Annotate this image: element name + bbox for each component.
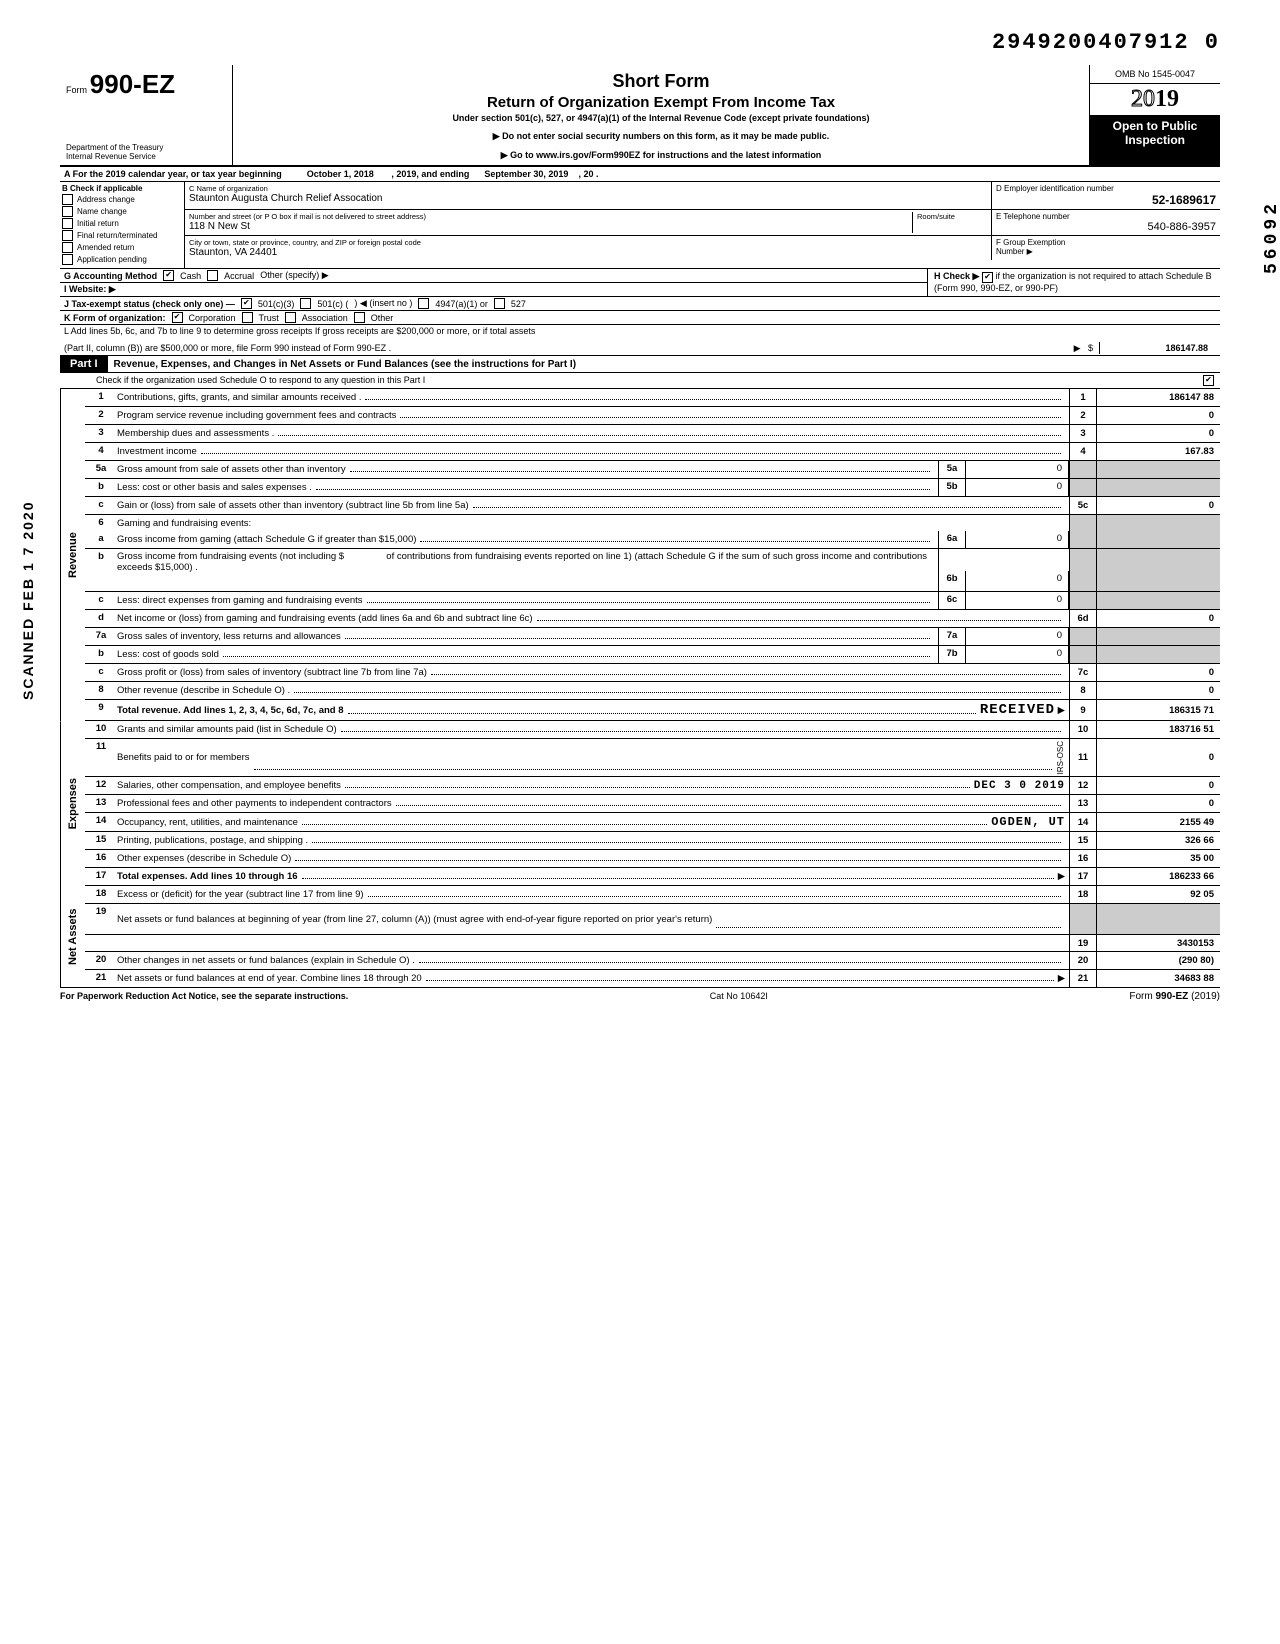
org-street: 118 N New St [189, 221, 912, 232]
part1-header-row: Part I Revenue, Expenses, and Changes in… [60, 355, 1220, 373]
line-k: K Form of organization: ✔Corporation Tru… [60, 311, 1220, 325]
vtab-net-assets: Net Assets [60, 886, 85, 987]
title-short-form: Short Form [243, 71, 1079, 92]
part1-title: Revenue, Expenses, and Changes in Net As… [108, 357, 1220, 372]
chk-h[interactable]: ✔ [982, 272, 993, 283]
org-city: Staunton, VA 24401 [189, 247, 987, 258]
chk-app-pending[interactable] [62, 254, 73, 265]
irs-osc-stamp: IRS-OSC [1056, 741, 1065, 774]
chk-501c[interactable] [300, 298, 311, 309]
chk-trust[interactable] [242, 312, 253, 323]
l-amount: 186147.88 [1099, 342, 1216, 354]
received-loc-stamp: OGDEN, UT [991, 815, 1065, 829]
section-b-checkboxes: B Check if applicable Address change Nam… [60, 182, 185, 268]
note-url: ▶ Go to www.irs.gov/Form990EZ for instru… [243, 150, 1079, 161]
footer-left: For Paperwork Reduction Act Notice, see … [60, 991, 348, 1002]
e-label: E Telephone number [996, 212, 1216, 221]
vtab-expenses: Expenses [60, 721, 85, 886]
open-public-badge: Open to Public Inspection [1090, 115, 1220, 165]
c-name-label: C Name of organization [189, 184, 987, 193]
part1-badge: Part I [60, 356, 108, 372]
line-j: J Tax-exempt status (check only one) — ✔… [60, 297, 1220, 311]
dept-irs: Internal Revenue Service [66, 152, 226, 161]
line-a-tax-year: A For the 2019 calendar year, or tax yea… [60, 167, 1220, 182]
chk-527[interactable] [494, 298, 505, 309]
title-return: Return of Organization Exempt From Incom… [243, 94, 1079, 111]
scanned-stamp: SCANNED FEB 1 7 2020 [20, 500, 36, 700]
f-label: F Group Exemption [996, 238, 1216, 247]
chk-schedule-o[interactable]: ✔ [1203, 375, 1214, 386]
chk-final-return[interactable] [62, 230, 73, 241]
received-date-stamp: DEC 3 0 2019 [974, 780, 1065, 792]
d-label: D Employer identification number [996, 184, 1216, 193]
c-street-label: Number and street (or P O box if mail is… [189, 212, 912, 221]
chk-assoc[interactable] [285, 312, 296, 323]
line-g: G Accounting Method ✔Cash Accrual Other … [60, 269, 927, 283]
phone-value: 540-886-3957 [996, 221, 1216, 233]
section-h: H Check ▶ ✔ if the organization is not r… [927, 269, 1220, 296]
chk-cash[interactable]: ✔ [163, 270, 174, 281]
chk-initial-return[interactable] [62, 218, 73, 229]
chk-name-change[interactable] [62, 206, 73, 217]
ein-value: 52-1689617 [996, 193, 1216, 207]
chk-other-org[interactable] [354, 312, 365, 323]
line-i: I Website: ▶ [60, 283, 927, 296]
form-header: Form 990-EZ Department of the Treasury I… [60, 65, 1220, 167]
tax-year: 2019 [1090, 84, 1220, 115]
dln-number: 2949200407912 0 [60, 30, 1220, 55]
c-city-label: City or town, state or province, country… [189, 238, 987, 247]
chk-accrual[interactable] [207, 270, 218, 281]
dept-treasury: Department of the Treasury [66, 143, 226, 152]
side-code: 56092 [1262, 200, 1280, 274]
received-stamp: RECEIVED [980, 702, 1055, 718]
block-bcde: B Check if applicable Address change Nam… [60, 182, 1220, 269]
chk-address-change[interactable] [62, 194, 73, 205]
footer-right: Form 990-EZ (2019) [1129, 991, 1220, 1002]
chk-4947[interactable] [418, 298, 429, 309]
chk-amended[interactable] [62, 242, 73, 253]
vtab-revenue: Revenue [60, 389, 85, 721]
f-label2: Number ▶ [996, 247, 1216, 256]
form-prefix: Form [66, 85, 87, 95]
line-l: L Add lines 5b, 6c, and 7b to line 9 to … [60, 325, 1220, 355]
note-ssn: ▶ Do not enter social security numbers o… [243, 131, 1079, 142]
room-label: Room/suite [917, 212, 987, 221]
omb-number: OMB No 1545-0047 [1090, 65, 1220, 84]
chk-corp[interactable]: ✔ [172, 312, 183, 323]
page-footer: For Paperwork Reduction Act Notice, see … [60, 987, 1220, 1002]
form-name: 990-EZ [90, 69, 175, 99]
subtitle: Under section 501(c), 527, or 4947(a)(1)… [243, 113, 1079, 123]
org-name: Staunton Augusta Church Relief Assocatio… [189, 193, 987, 204]
chk-501c3[interactable]: ✔ [241, 298, 252, 309]
footer-cat: Cat No 10642I [710, 991, 768, 1002]
schedule-o-row: Check if the organization used Schedule … [60, 373, 1220, 389]
b-header: B Check if applicable [62, 184, 182, 193]
